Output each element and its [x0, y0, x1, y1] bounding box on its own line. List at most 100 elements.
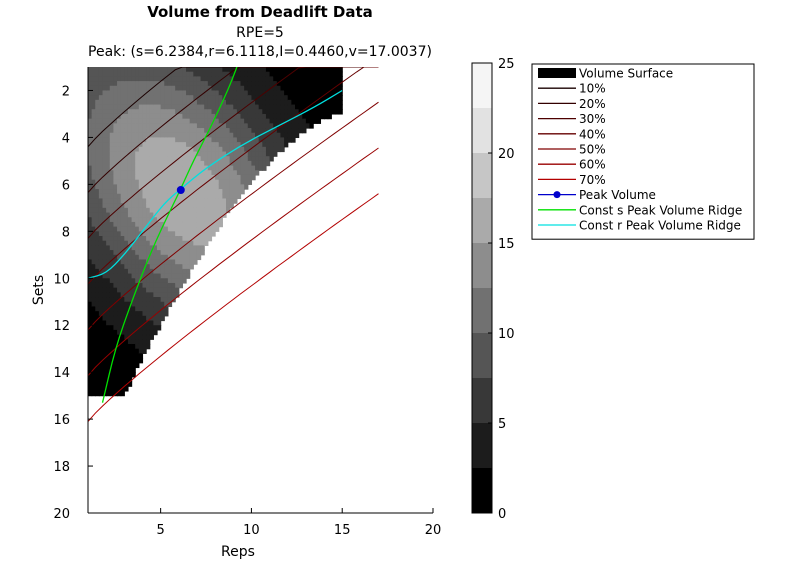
surface-cell: [120, 254, 125, 261]
surface-cell: [146, 151, 151, 157]
surface-cell: [182, 231, 187, 237]
surface-cell: [324, 113, 329, 120]
surface-cell: [171, 90, 176, 96]
surface-cell: [102, 254, 107, 261]
surface-cell: [236, 142, 242, 148]
surface-cell: [262, 85, 267, 92]
surface-cell: [255, 85, 260, 92]
surface-cell: [182, 259, 187, 265]
surface-cell: [207, 189, 213, 195]
surface-cell: [200, 240, 205, 246]
surface-cell: [171, 226, 176, 232]
surface-cell: [127, 301, 133, 308]
surface-cell: [204, 104, 209, 110]
surface-cell: [157, 165, 162, 171]
surface-cell: [204, 193, 209, 200]
surface-cell: [117, 292, 122, 298]
surface-cell: [251, 174, 256, 181]
surface-cell: [167, 221, 173, 228]
surface-cell: [127, 376, 133, 383]
surface-cell: [280, 142, 285, 148]
surface-cell: [247, 174, 253, 181]
surface-cell: [164, 142, 169, 148]
surface-cell: [229, 109, 234, 115]
surface-cell: [196, 151, 202, 157]
surface-cell: [262, 132, 267, 139]
surface-cell: [164, 113, 169, 120]
surface-cell: [178, 95, 184, 101]
surface-cell: [193, 165, 198, 171]
surface-cell: [153, 287, 158, 293]
surface-cell: [178, 90, 184, 96]
surface-cell: [178, 273, 184, 279]
surface-cell: [313, 85, 318, 92]
surface-cell: [164, 128, 169, 134]
surface-cell: [255, 128, 260, 134]
surface-cell: [273, 104, 278, 110]
surface-cell: [142, 245, 147, 251]
surface-cell: [153, 311, 158, 317]
surface-cell: [157, 198, 162, 204]
surface-cell: [106, 264, 111, 270]
surface-cell: [200, 198, 205, 204]
surface-cell: [157, 287, 162, 293]
surface-cell: [120, 174, 125, 181]
surface-cell: [171, 264, 176, 270]
surface-cell: [95, 287, 100, 293]
surface-cell: [91, 376, 96, 383]
y-tick-label: 6: [62, 178, 70, 193]
surface-cell: [222, 151, 227, 157]
surface-cell: [113, 236, 118, 242]
surface-cell: [102, 343, 107, 350]
surface-cell: [280, 109, 285, 115]
surface-cell: [157, 109, 162, 115]
surface-cell: [327, 76, 332, 82]
surface-cell: [117, 221, 122, 228]
surface-cell: [88, 193, 93, 200]
surface-cell: [309, 109, 314, 115]
surface-cell: [88, 226, 93, 232]
surface-cell: [88, 334, 93, 340]
surface-cell: [240, 132, 245, 139]
surface-cell: [204, 118, 209, 124]
surface-cell: [124, 146, 129, 153]
surface-cell: [124, 142, 129, 148]
surface-cell: [127, 259, 133, 265]
surface-cell: [120, 198, 125, 204]
surface-cell: [157, 174, 162, 181]
surface-cell: [273, 109, 278, 115]
surface-cell: [120, 292, 125, 298]
surface-cell: [338, 90, 343, 96]
surface-cell: [229, 113, 234, 120]
surface-cell: [102, 297, 107, 303]
surface-cell: [131, 306, 136, 312]
surface-cell: [193, 132, 198, 139]
surface-cell: [316, 104, 322, 110]
surface-cell: [131, 259, 136, 265]
surface-cell: [91, 128, 96, 134]
surface-cell: [295, 85, 300, 92]
surface-cell: [338, 109, 343, 115]
surface-cell: [138, 264, 144, 270]
surface-cell: [91, 85, 96, 92]
surface-cell: [157, 76, 162, 82]
surface-cell: [142, 334, 147, 340]
surface-cell: [127, 329, 133, 336]
surface-cell: [215, 221, 220, 228]
surface-cell: [171, 236, 176, 242]
surface-cell: [157, 325, 162, 331]
surface-cell: [153, 128, 158, 134]
surface-cell: [124, 334, 129, 340]
surface-cell: [91, 240, 96, 246]
surface-cell: [215, 170, 220, 176]
surface-cell: [95, 339, 100, 345]
surface-cell: [157, 306, 162, 312]
surface-cell: [153, 315, 158, 322]
surface-cell: [124, 306, 129, 312]
surface-cell: [160, 297, 165, 303]
surface-cell: [236, 137, 242, 143]
surface-cell: [215, 90, 220, 96]
surface-cell: [106, 132, 111, 139]
surface-cell: [131, 212, 136, 218]
surface-cell: [291, 76, 296, 82]
